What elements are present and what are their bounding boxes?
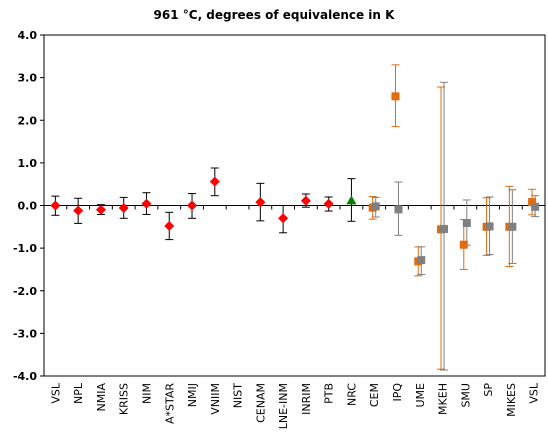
x-tick-label: SP [482,383,495,397]
x-tick-label: NRC [345,383,358,406]
data-point-diamond [278,213,289,224]
y-tick-label: 2.0 [18,114,38,127]
data-point-diamond [118,203,129,214]
x-tick-label: MIKES [505,383,518,417]
data-point-square [417,256,426,265]
x-tick-label: VNIIM [209,383,222,415]
y-tick-label: -3.0 [13,327,37,340]
x-tick-label: LNE-INM [277,383,290,429]
data-point-square [371,202,380,211]
y-tick-label: -4.0 [13,370,37,383]
data-point-square [508,222,517,231]
x-tick-label: NIM [140,383,153,404]
x-tick-label: NIST [232,383,245,408]
data-point-diamond [141,198,152,209]
chart-title: 961 °C, degrees of equivalence in K [154,8,396,22]
data-point-diamond [95,204,106,215]
x-tick-label: NMIA [95,383,108,412]
data-point-square [528,198,537,207]
data-point-diamond [323,198,334,209]
x-tick-label: IPQ [391,383,404,402]
data-point-triangle [346,195,357,205]
data-point-diamond [187,200,198,211]
data-point-square [531,202,540,211]
data-point-square [440,224,449,233]
x-tick-label: VSL [49,382,62,404]
y-tick-label: 3.0 [18,72,38,85]
y-tick-label: 4.0 [18,29,38,42]
x-tick-label: NPL [72,382,85,404]
data-point-diamond [73,205,84,216]
x-tick-label: INRIM [300,383,313,415]
data-point-square [391,92,400,101]
y-tick-label: -2.0 [13,285,37,298]
y-tick-label: 1.0 [18,157,38,170]
x-tick-label: KRISS [118,383,131,415]
data-point-square [459,240,468,249]
data-point-square [394,205,403,214]
x-tick-label: NMIJ [186,383,199,407]
data-point-diamond [300,195,311,206]
y-tick-label: -1.0 [13,242,37,255]
data-point-diamond [255,197,266,208]
y-tick-label: 0.0 [18,200,38,213]
data-point-square [462,218,471,227]
x-tick-label: VSL [528,382,541,404]
x-tick-label: A*STAR [163,383,176,424]
data-point-diamond [164,220,175,231]
x-tick-label: PTB [323,383,336,404]
x-tick-label: CENAM [254,383,267,423]
x-tick-label: SMU [459,383,472,408]
x-tick-label: MKEH [437,383,450,415]
data-point-square [485,222,494,231]
data-point-diamond [209,176,220,187]
x-tick-label: CEM [368,383,381,407]
data-point-diamond [50,200,61,211]
x-tick-label: UME [414,383,427,408]
